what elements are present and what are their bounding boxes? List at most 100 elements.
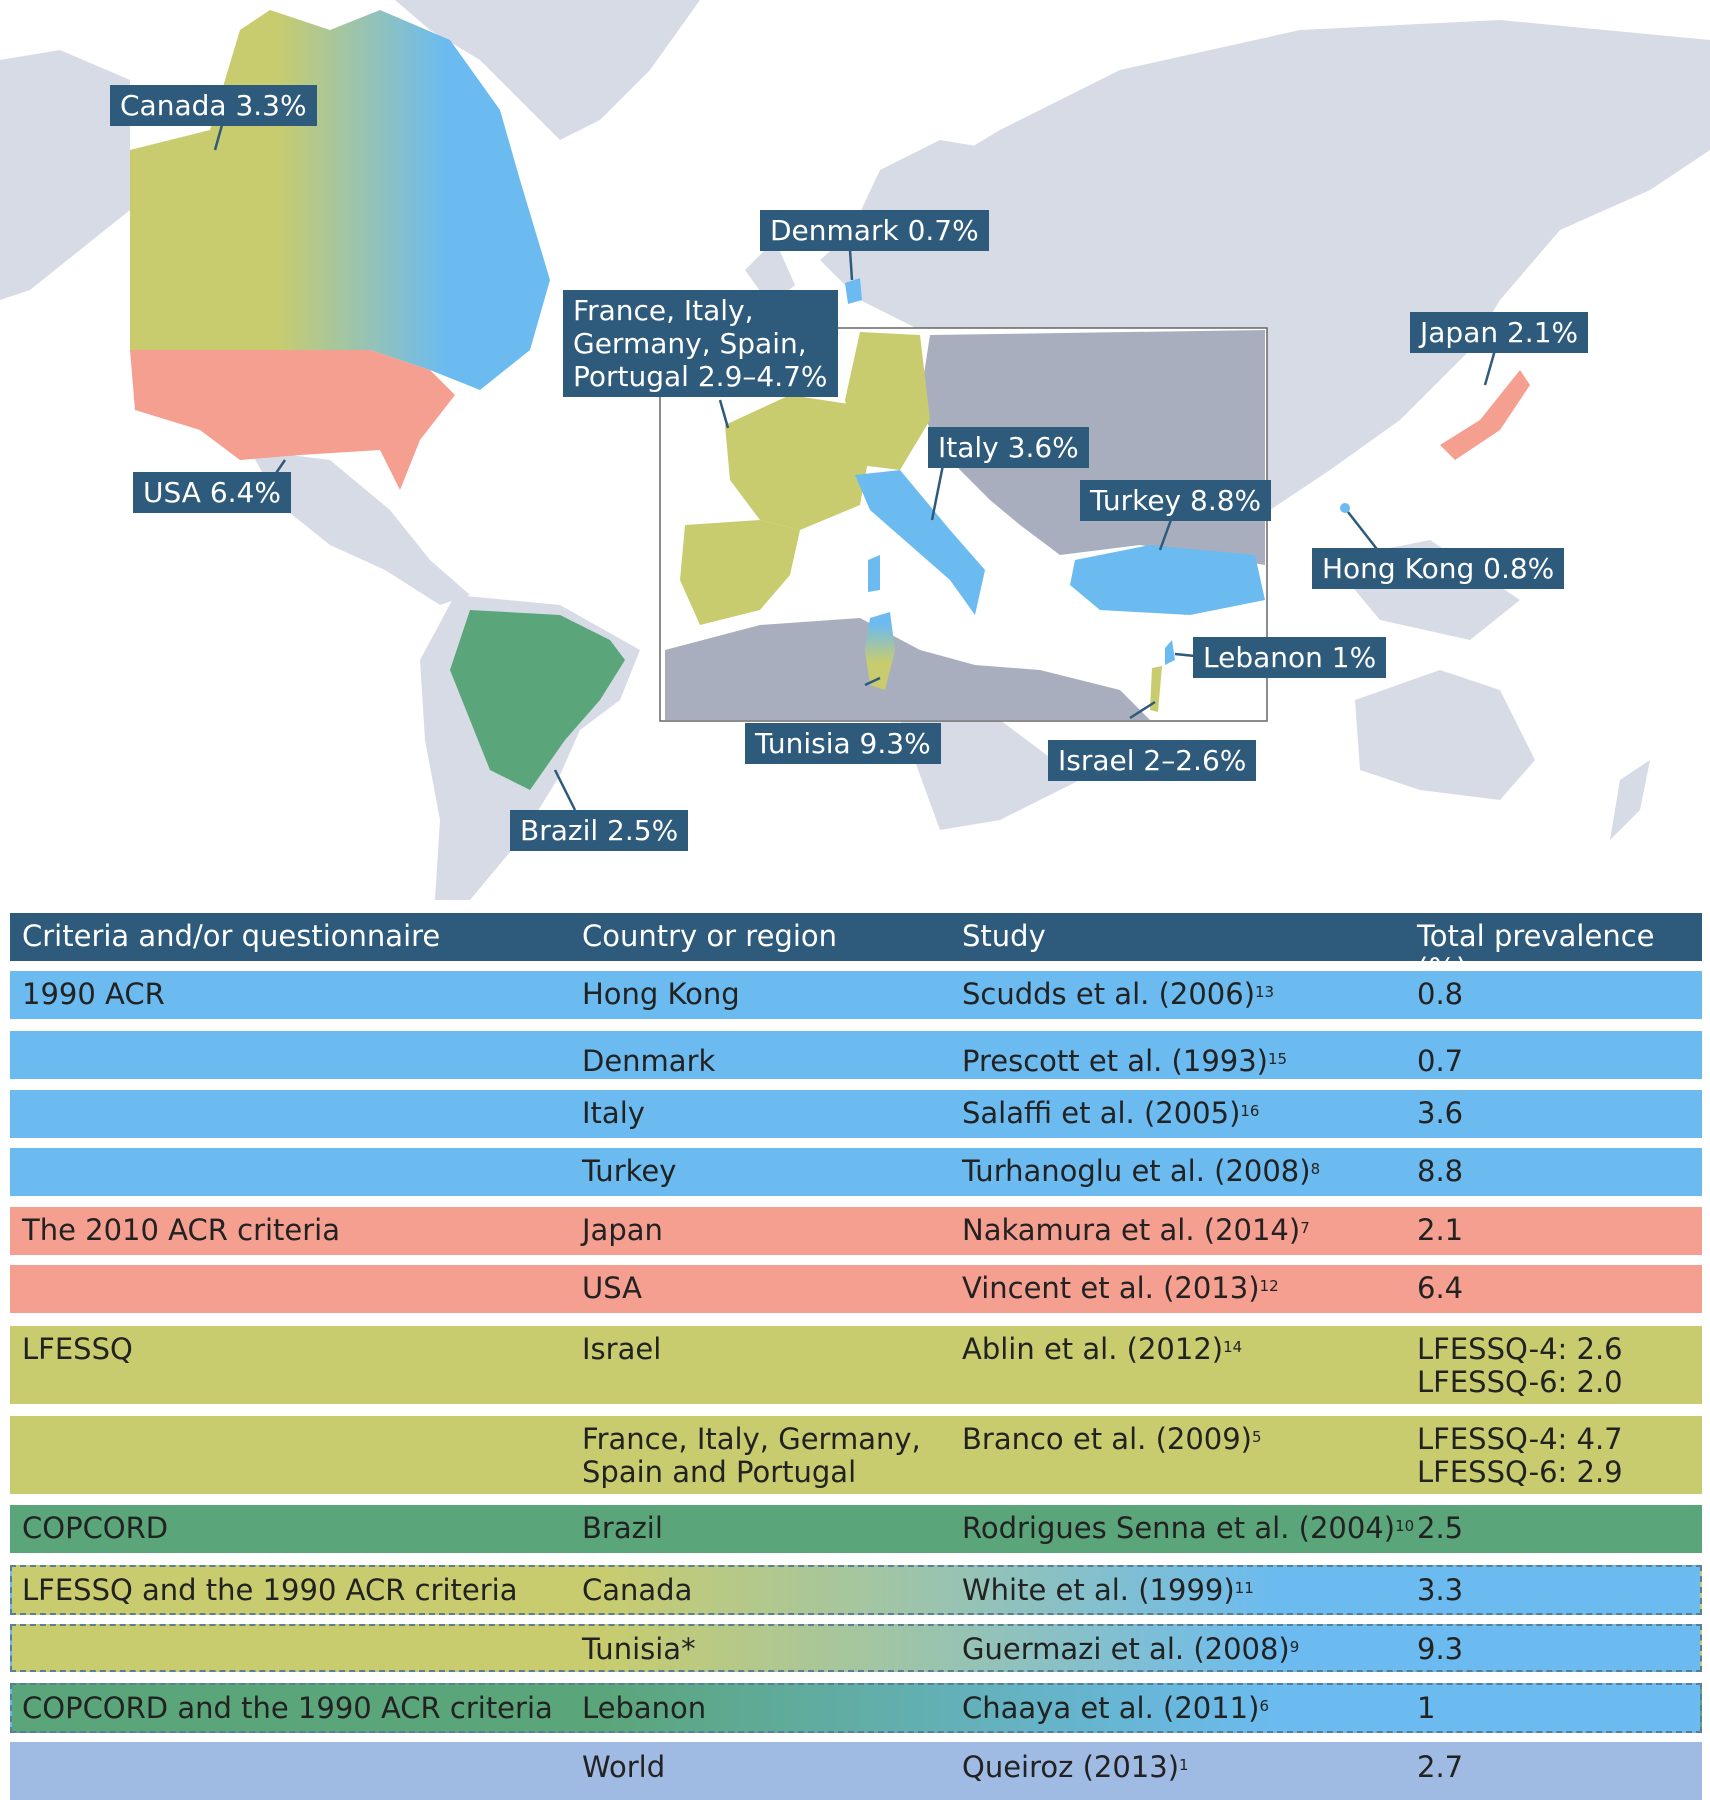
inset-lebanon xyxy=(1165,640,1175,665)
row-criteria: COPCORD and the 1990 ACR criteria xyxy=(22,1691,553,1725)
row-study: Branco et al. (2009)5 xyxy=(962,1422,1262,1456)
row-prevalence: 3.3 xyxy=(1417,1573,1464,1607)
reference-number: 8 xyxy=(1310,1160,1321,1178)
row-study: Ablin et al. (2012)14 xyxy=(962,1332,1243,1366)
reference-number: 9 xyxy=(1289,1638,1300,1656)
reference-number: 7 xyxy=(1300,1219,1310,1237)
row-study: Scudds et al. (2006)13 xyxy=(962,977,1275,1011)
reference-number: 14 xyxy=(1223,1338,1243,1356)
row-prevalence: 2.5 xyxy=(1417,1511,1464,1545)
alaska-shape xyxy=(0,50,130,300)
eurasia-shape xyxy=(820,20,1710,520)
row-prevalence: LFESSQ-4: 4.7 LFESSQ-6: 2.9 xyxy=(1417,1422,1623,1489)
table-row: LFESSQ and the 1990 ACR criteria Canada … xyxy=(10,1565,1702,1615)
denmark-shape xyxy=(845,278,862,304)
row-study: Vincent et al. (2013)12 xyxy=(962,1271,1279,1305)
row-study: Salaffi et al. (2005)16 xyxy=(962,1096,1260,1130)
row-country: Tunisia* xyxy=(582,1632,696,1666)
world-map-svg xyxy=(0,0,1710,900)
row-country: Denmark xyxy=(582,1044,716,1078)
row-country: Brazil xyxy=(582,1511,663,1545)
central-america-shape xyxy=(250,450,470,605)
callout-hong-kong: Hong Kong 0.8% xyxy=(1312,548,1565,589)
britain-shape xyxy=(745,240,795,305)
inset-france xyxy=(725,395,870,530)
reference-number: 16 xyxy=(1240,1102,1260,1120)
callout-brazil: Brazil 2.5% xyxy=(510,810,689,851)
row-country: Lebanon xyxy=(582,1691,707,1725)
row-criteria: LFESSQ and the 1990 ACR criteria xyxy=(22,1573,518,1607)
table-row: USA Vincent et al. (2013)12 6.4 xyxy=(10,1265,1702,1313)
row-study: Turhanoglu et al. (2008)8 xyxy=(962,1154,1321,1188)
table-row: The 2010 ACR criteria Japan Nakamura et … xyxy=(10,1207,1702,1255)
row-country: Israel xyxy=(582,1332,662,1366)
inset-turkey xyxy=(1070,545,1265,615)
hong-kong-shape xyxy=(1340,503,1350,513)
inset-italy xyxy=(855,470,985,615)
reference-number: 10 xyxy=(1395,1517,1415,1535)
row-prevalence: 1 xyxy=(1417,1691,1436,1725)
brazil-shape xyxy=(450,610,625,790)
row-country: Hong Kong xyxy=(582,977,740,1011)
reference-number: 6 xyxy=(1259,1697,1269,1715)
reference-number: 13 xyxy=(1255,983,1275,1001)
row-criteria: COPCORD xyxy=(22,1511,169,1545)
row-country: France, Italy, Germany, Spain and Portug… xyxy=(582,1422,921,1489)
row-study: Guermazi et al. (2008)9 xyxy=(962,1632,1300,1666)
table-row: LFESSQ Israel Ablin et al. (2012)14 LFES… xyxy=(10,1326,1702,1404)
inset-north-africa xyxy=(665,618,1150,720)
australia-shape xyxy=(1355,670,1535,800)
row-study: White et al. (1999)11 xyxy=(962,1573,1254,1607)
new-zealand-shape xyxy=(1610,760,1650,840)
inset-germany xyxy=(845,332,930,470)
table-row: Italy Salaffi et al. (2005)16 3.6 xyxy=(10,1090,1702,1138)
header-study: Study xyxy=(962,919,1046,953)
reference-number: 5 xyxy=(1252,1428,1262,1446)
greenland-shape xyxy=(395,0,700,140)
table-row: COPCORD Brazil Rodrigues Senna et al. (2… xyxy=(10,1505,1702,1553)
row-criteria: LFESSQ xyxy=(22,1332,133,1366)
callout-europe: France, Italy, Germany, Spain, Portugal … xyxy=(563,290,838,397)
callout-japan: Japan 2.1% xyxy=(1410,312,1589,353)
row-study: Queiroz (2013)1 xyxy=(962,1750,1189,1784)
row-criteria: 1990 ACR xyxy=(22,977,165,1011)
header-criteria: Criteria and/or questionnaire xyxy=(22,919,441,953)
usa-shape xyxy=(130,350,455,490)
callout-italy: Italy 3.6% xyxy=(928,427,1089,468)
header-prevalence: Total prevalence (%) xyxy=(1417,919,1655,986)
japan-shape xyxy=(1440,370,1530,460)
callout-tunisia: Tunisia 9.3% xyxy=(745,723,941,764)
header-country: Country or region xyxy=(582,919,838,953)
row-criteria: The 2010 ACR criteria xyxy=(22,1213,341,1247)
reference-number: 12 xyxy=(1259,1277,1279,1295)
callout-usa: USA 6.4% xyxy=(133,472,291,513)
callout-turkey: Turkey 8.8% xyxy=(1080,480,1272,521)
inset-tunisia xyxy=(865,612,895,690)
row-study: Prescott et al. (1993)15 xyxy=(962,1044,1288,1078)
row-country: USA xyxy=(582,1271,643,1305)
row-country: Turkey xyxy=(582,1154,677,1188)
reference-number: 15 xyxy=(1268,1050,1288,1068)
row-prevalence: 6.4 xyxy=(1417,1271,1464,1305)
callout-denmark: Denmark 0.7% xyxy=(760,210,989,251)
inset-sardinia xyxy=(868,555,880,592)
callout-canada: Canada 3.3% xyxy=(110,85,317,126)
row-study: Rodrigues Senna et al. (2004)10 xyxy=(962,1511,1415,1545)
callout-pointers xyxy=(213,124,1497,811)
table-row: 1990 ACR Hong Kong Scudds et al. (2006)1… xyxy=(10,971,1702,1019)
world-map: Canada 3.3% USA 6.4% Denmark 0.7% France… xyxy=(0,0,1710,900)
africa-shape xyxy=(660,720,1080,830)
table-row: World Queiroz (2013)1 2.7 xyxy=(10,1742,1702,1800)
table-header-row: Criteria and/or questionnaire Country or… xyxy=(10,913,1702,986)
reference-number: 11 xyxy=(1234,1579,1254,1597)
row-prevalence: 8.8 xyxy=(1417,1154,1464,1188)
row-prevalence: 2.7 xyxy=(1417,1750,1464,1784)
row-prevalence: LFESSQ-4: 2.6 LFESSQ-6: 2.0 xyxy=(1417,1332,1623,1399)
row-country: Japan xyxy=(582,1213,663,1247)
table-row: Tunisia* Guermazi et al. (2008)9 9.3 xyxy=(10,1624,1702,1672)
row-study: Nakamura et al. (2014)7 xyxy=(962,1213,1310,1247)
row-prevalence: 0.8 xyxy=(1417,977,1464,1011)
inset-israel xyxy=(1150,666,1162,712)
callout-israel: Israel 2–2.6% xyxy=(1048,740,1257,781)
callout-lebanon: Lebanon 1% xyxy=(1193,637,1387,678)
